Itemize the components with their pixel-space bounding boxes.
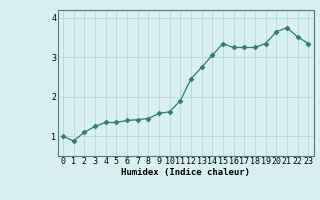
X-axis label: Humidex (Indice chaleur): Humidex (Indice chaleur) bbox=[121, 168, 250, 177]
